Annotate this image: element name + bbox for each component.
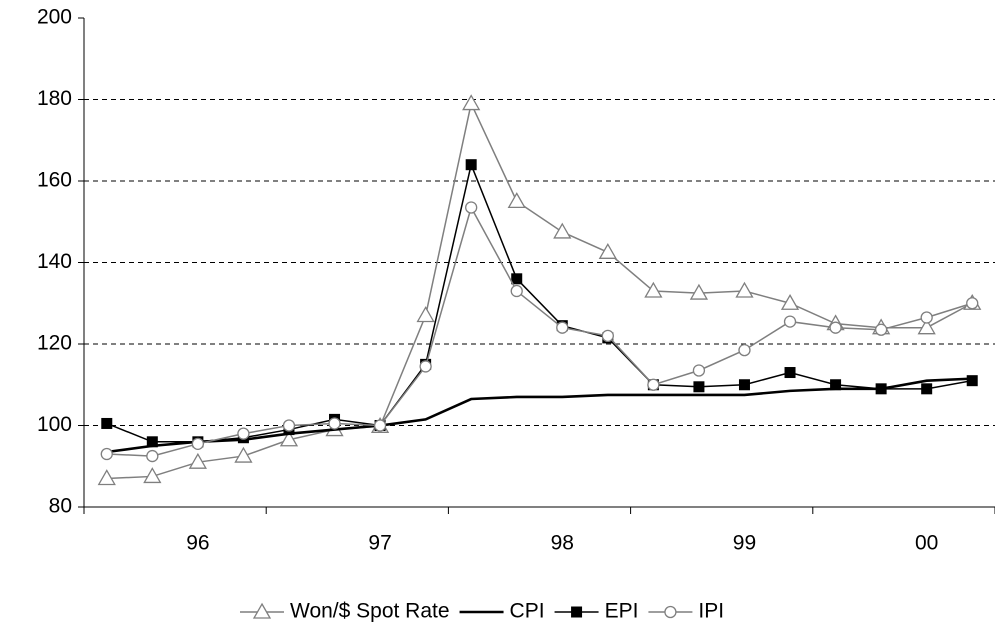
marker	[966, 297, 979, 310]
x-tick-label: 98	[551, 532, 574, 555]
marker	[917, 318, 936, 335]
marker	[252, 602, 272, 619]
marker	[693, 381, 705, 393]
marker	[416, 306, 435, 323]
marker	[328, 417, 341, 430]
marker	[191, 437, 205, 450]
legend: Won/$ Spot Rate CPI EPI IPI	[240, 600, 724, 623]
series-line	[106, 205, 973, 457]
marker	[875, 383, 887, 395]
marker	[237, 427, 250, 440]
marker	[419, 360, 432, 373]
y-tick-label: 120	[37, 332, 72, 355]
series-line	[106, 101, 973, 480]
marker	[647, 378, 660, 391]
y-tick-label: 180	[37, 87, 72, 110]
marker	[188, 452, 207, 469]
marker	[282, 419, 296, 432]
marker	[511, 273, 523, 285]
y-tick-label: 160	[37, 169, 72, 192]
marker	[738, 343, 751, 357]
marker	[664, 605, 677, 619]
legend-label: CPI	[510, 600, 545, 623]
marker	[784, 367, 796, 379]
marker	[101, 417, 113, 429]
x-tick-label: 96	[186, 532, 209, 555]
marker	[100, 447, 113, 461]
series-line	[106, 162, 973, 443]
marker	[598, 243, 617, 259]
marker	[921, 383, 933, 395]
marker	[97, 469, 116, 486]
x-tick-label: 00	[915, 532, 938, 555]
marker	[553, 222, 572, 239]
marker	[874, 323, 888, 336]
marker	[234, 446, 253, 463]
y-tick-label: 100	[37, 413, 72, 436]
marker	[279, 430, 299, 447]
marker	[373, 419, 387, 432]
marker	[465, 201, 478, 214]
marker	[571, 606, 583, 618]
marker	[966, 375, 978, 387]
y-tick-label: 80	[49, 495, 72, 518]
marker	[780, 293, 800, 310]
marker	[830, 379, 842, 391]
marker	[146, 436, 158, 448]
marker	[644, 281, 663, 298]
marker	[920, 311, 933, 324]
series-line	[106, 377, 973, 454]
marker	[143, 467, 162, 484]
marker	[510, 284, 523, 298]
marker	[462, 94, 481, 111]
y-tick-label: 140	[37, 250, 72, 273]
marker	[735, 281, 754, 298]
marker	[601, 329, 614, 343]
marker	[507, 192, 526, 209]
x-tick-label: 97	[368, 532, 391, 555]
legend-label: IPI	[698, 600, 724, 623]
marker	[689, 283, 709, 300]
marker	[465, 159, 477, 171]
y-tick-label: 200	[37, 6, 72, 29]
legend-label: EPI	[605, 600, 639, 623]
marker	[783, 315, 797, 328]
marker	[738, 379, 750, 391]
marker	[556, 321, 569, 334]
marker	[829, 321, 842, 334]
legend-label: Won/$ Spot Rate	[290, 600, 450, 623]
x-tick-label: 99	[733, 532, 756, 555]
marker	[146, 449, 159, 463]
marker	[692, 364, 706, 377]
